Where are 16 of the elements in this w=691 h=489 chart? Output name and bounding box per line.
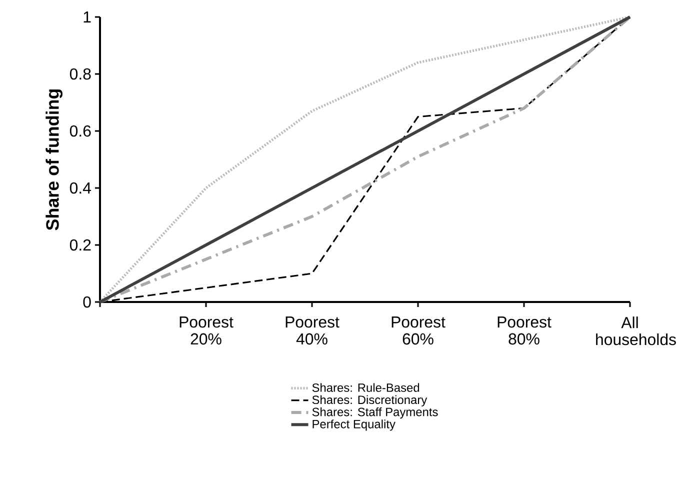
legend-label: Shares: Discretionary <box>312 395 428 406</box>
legend-label: Perfect Equality <box>312 420 396 431</box>
x-tick-label: Poorest 80% <box>498 316 552 345</box>
y-tick-label: 0.6 <box>70 125 91 137</box>
x-tick-label: All households <box>596 316 676 346</box>
x-tick-label: Poorest 40% <box>286 316 340 345</box>
y-tick-label: 1 <box>84 12 91 22</box>
y-axis-title: Share of funding <box>46 89 62 230</box>
x-tick-label: Poorest 60% <box>392 316 446 345</box>
y-tick-label: 0 <box>83 296 91 308</box>
y-tick-label: 0.8 <box>70 68 91 80</box>
legend-label: Shares: Rule-Based <box>312 383 420 392</box>
y-tick-label: 0.2 <box>70 239 91 251</box>
legend-label: Shares: Staff Payments <box>312 407 438 419</box>
x-tick-label: Poorest 20% <box>180 316 234 345</box>
y-tick-label: 0.4 <box>70 182 92 194</box>
